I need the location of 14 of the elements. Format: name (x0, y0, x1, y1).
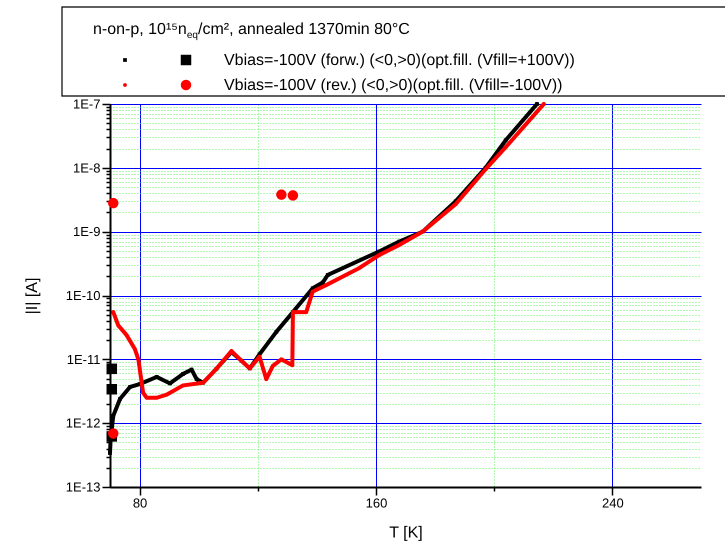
y-tick-label: 1E-13 (66, 480, 100, 494)
y-axis-title: |I| [A] (24, 278, 41, 314)
y-tick-label: 1E-9 (73, 224, 100, 240)
legend-label: Vbias=-100V (forw.) (<0,>0)(opt.fill. (Vfill=+100V)) (224, 52, 575, 69)
x-tick-label: 80 (132, 496, 148, 510)
y-tick-label: 1E-7 (73, 96, 100, 112)
x-tick-label: 160 (366, 496, 388, 510)
y-tick-label: 1E-10 (66, 288, 100, 303)
x-tick-label: 240 (602, 496, 624, 510)
y-tick-label: 1E-8 (73, 160, 100, 176)
y-tick-label: 1E-12 (66, 416, 100, 431)
y-tick-label: 1E-11 (66, 352, 100, 367)
legend-label: Vbias=-100V (rev.) (<0,>0)(opt.fill. (Vfill=-100V)) (224, 77, 562, 94)
x-axis-title: T [K] (389, 524, 423, 542)
